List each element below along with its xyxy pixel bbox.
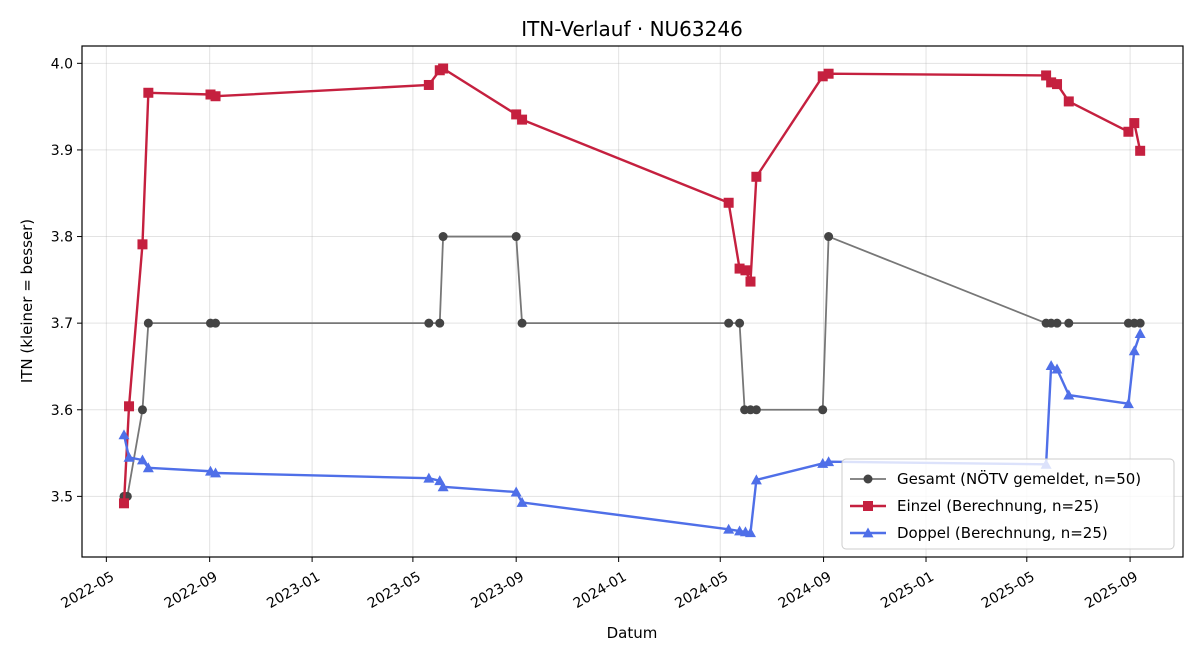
data-point-einzel [124, 401, 135, 412]
data-point-gesamt [751, 405, 761, 415]
data-point-doppel [1051, 363, 1063, 374]
data-point-gesamt [424, 318, 434, 328]
series-gesamt [119, 232, 1145, 501]
data-point-gesamt [824, 232, 834, 242]
legend: Gesamt (NÖTV gemeldet, n=50) Einzel (Bere… [841, 458, 1175, 550]
data-point-einzel [1046, 77, 1057, 88]
data-point-gesamt [517, 318, 527, 328]
series-line-einzel [122, 67, 1142, 504]
data-point-einzel [1041, 70, 1052, 81]
data-point-gesamt [143, 318, 153, 328]
x-tick-label: 2023-01 [264, 569, 323, 612]
data-point-einzel [143, 87, 154, 98]
data-point-gesamt [511, 232, 521, 242]
x-tick-label: 2025-01 [878, 569, 937, 612]
legend-marker-einzel [863, 501, 873, 511]
data-point-einzel [1052, 79, 1063, 90]
y-tick-label: 3.5 [51, 489, 73, 505]
data-point-doppel [750, 474, 762, 485]
data-point-einzel [118, 498, 129, 509]
data-point-gesamt [137, 405, 147, 415]
data-point-gesamt [724, 318, 734, 328]
legend-label-gesamt: Gesamt (NÖTV gemeldet, n=50) [897, 469, 1141, 488]
data-point-doppel [723, 523, 735, 534]
x-tick-label: 2025-05 [979, 569, 1038, 612]
data-point-einzel [745, 276, 756, 287]
data-point-einzel [734, 263, 745, 274]
data-point-einzel [517, 114, 528, 125]
data-point-einzel [1063, 96, 1074, 107]
series-layer [118, 63, 1146, 538]
data-point-gesamt [818, 405, 828, 415]
data-point-einzel [423, 79, 434, 90]
data-point-gesamt [438, 232, 448, 242]
data-point-doppel [136, 454, 148, 465]
data-point-doppel [1122, 398, 1134, 409]
data-point-doppel [210, 467, 222, 478]
series-doppel [118, 328, 1146, 538]
data-point-doppel [744, 527, 756, 538]
data-point-einzel [1123, 126, 1134, 137]
data-point-gesamt [211, 318, 221, 328]
x-tick-label: 2023-05 [365, 569, 424, 612]
data-point-doppel [1134, 328, 1146, 338]
data-point-doppel [1128, 345, 1140, 356]
data-point-einzel [210, 91, 221, 102]
legend-label-einzel: Einzel (Berechnung, n=25) [897, 497, 1099, 515]
x-tick-label: 2024-01 [571, 569, 630, 612]
x-tick-label: 2023-09 [468, 569, 527, 612]
data-point-einzel [740, 265, 751, 276]
y-tick-label: 3.7 [51, 316, 73, 332]
data-point-gesamt [1064, 318, 1074, 328]
data-point-einzel [205, 89, 216, 100]
data-point-doppel [437, 481, 449, 492]
legend-label-doppel: Doppel (Berechnung, n=25) [897, 524, 1108, 542]
x-tick-label: 2025-09 [1082, 569, 1141, 612]
data-point-einzel [511, 109, 522, 120]
y-tick-label: 3.8 [51, 230, 73, 246]
data-point-doppel [510, 486, 522, 497]
data-point-doppel [123, 451, 135, 462]
legend-box [841, 458, 1175, 550]
data-point-doppel [142, 462, 154, 473]
x-tick-label: 2024-05 [672, 569, 731, 612]
data-point-gesamt [735, 318, 745, 328]
x-tick-label: 2024-09 [776, 569, 835, 612]
series-line-gesamt [123, 235, 1141, 498]
data-point-einzel [438, 63, 449, 74]
legend-marker-gesamt [863, 474, 873, 484]
y-axis: 3.5 3.6 3.7 3.8 3.9 4.0 [51, 56, 82, 505]
y-tick-label: 3.9 [51, 143, 73, 159]
data-point-einzel [723, 197, 734, 208]
data-point-gesamt [435, 318, 445, 328]
x-tick-label: 2022-05 [58, 569, 117, 612]
x-tick-label: 2022-09 [162, 569, 221, 612]
series-einzel [118, 63, 1146, 509]
data-point-gesamt [1052, 318, 1062, 328]
y-tick-label: 3.6 [51, 403, 73, 419]
data-point-doppel [823, 456, 835, 467]
data-point-doppel [1045, 360, 1057, 370]
data-point-doppel [516, 496, 528, 507]
data-point-einzel [823, 68, 834, 79]
y-axis-title: ITN (kleiner = besser) [18, 219, 36, 383]
data-point-einzel [1135, 145, 1146, 156]
data-point-einzel [137, 239, 148, 250]
data-point-einzel [817, 71, 828, 82]
data-point-einzel [751, 171, 762, 182]
x-axis: 2022-05 2022-09 2023-01 2023-05 2023-09 2024-… [58, 557, 1141, 612]
data-point-doppel [423, 472, 435, 483]
data-point-einzel [1129, 118, 1140, 129]
data-point-doppel [1063, 389, 1075, 400]
y-tick-label: 4.0 [51, 56, 73, 72]
plot-frame [81, 45, 1184, 558]
legend-marker-doppel [862, 527, 874, 538]
data-point-doppel [118, 429, 130, 440]
x-axis-title: Datum [607, 624, 658, 642]
chart-title: ITN-Verlauf · NU63246 [521, 17, 743, 41]
data-point-gesamt [1135, 318, 1145, 328]
